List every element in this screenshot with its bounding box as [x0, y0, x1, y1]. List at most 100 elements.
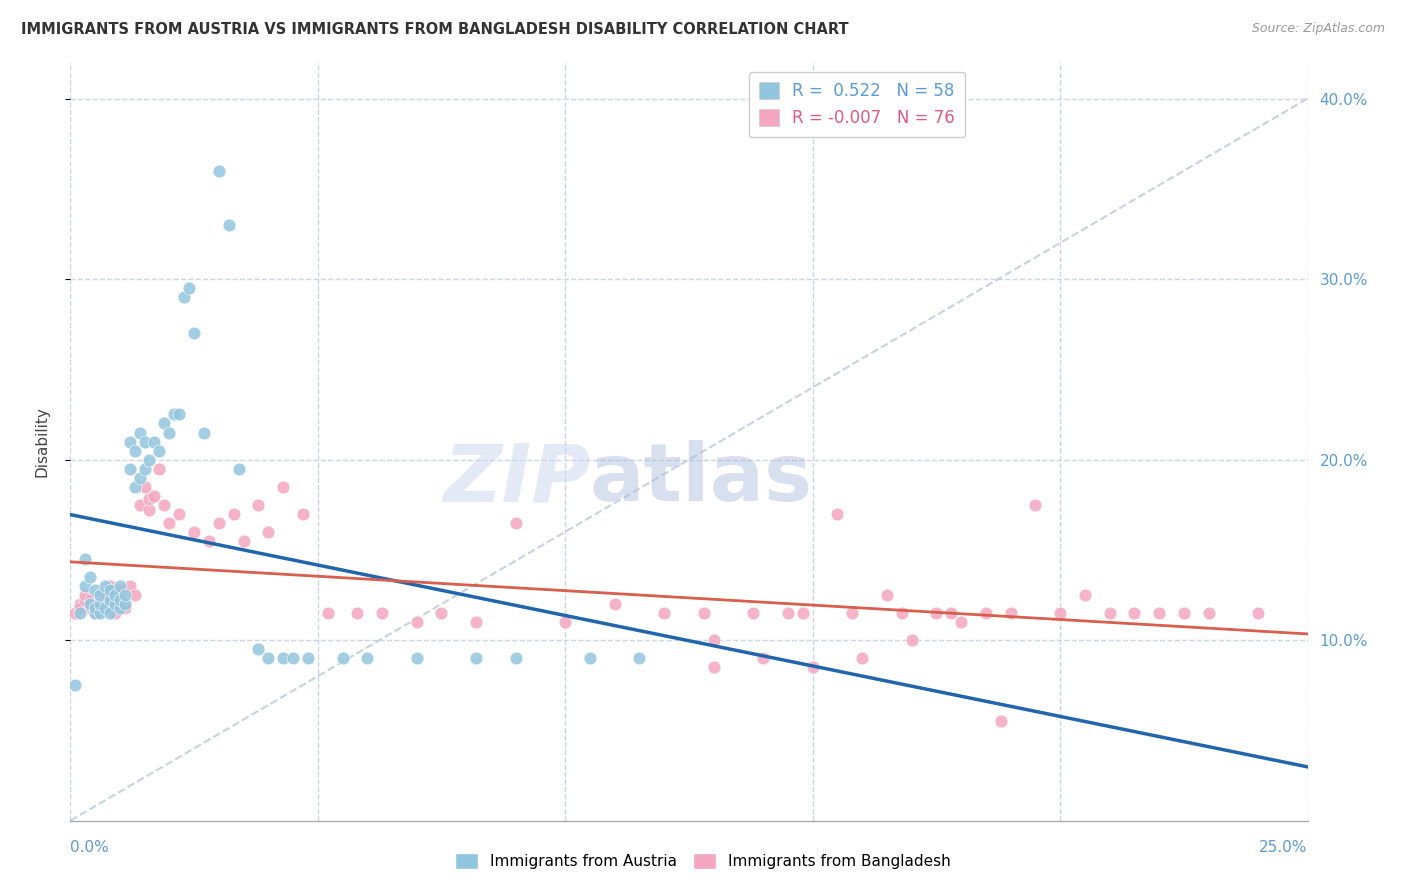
- Point: [89, 597, 111, 611]
- Point: [208, 163, 231, 178]
- Text: atlas: atlas: [591, 441, 813, 518]
- Point: [950, 615, 973, 629]
- Point: [104, 597, 127, 611]
- Point: [218, 218, 240, 232]
- Point: [69, 600, 91, 615]
- Point: [138, 452, 160, 467]
- Point: [84, 582, 107, 597]
- Point: [84, 600, 107, 615]
- Point: [84, 606, 107, 620]
- Point: [1024, 498, 1046, 512]
- Point: [134, 461, 156, 475]
- Point: [69, 606, 91, 620]
- Point: [405, 615, 427, 629]
- Point: [118, 434, 141, 449]
- Point: [157, 425, 180, 440]
- Point: [75, 579, 97, 593]
- Point: [1074, 588, 1097, 602]
- Point: [271, 480, 294, 494]
- Point: [505, 516, 527, 530]
- Point: [167, 408, 190, 422]
- Point: [297, 651, 319, 665]
- Point: [138, 503, 160, 517]
- Point: [65, 606, 87, 620]
- Point: [167, 507, 190, 521]
- Point: [876, 588, 898, 602]
- Point: [257, 524, 280, 539]
- Point: [703, 660, 725, 674]
- Point: [505, 651, 527, 665]
- Point: [792, 606, 814, 620]
- Legend: Immigrants from Austria, Immigrants from Bangladesh: Immigrants from Austria, Immigrants from…: [450, 847, 956, 875]
- Point: [75, 593, 97, 607]
- Point: [163, 408, 186, 422]
- Point: [98, 582, 121, 597]
- Point: [84, 606, 107, 620]
- Point: [652, 606, 675, 620]
- Point: [603, 597, 626, 611]
- Point: [134, 480, 156, 494]
- Text: 25.0%: 25.0%: [1260, 839, 1308, 855]
- Point: [153, 498, 176, 512]
- Point: [247, 642, 270, 657]
- Point: [79, 570, 101, 584]
- Point: [75, 552, 97, 566]
- Point: [108, 600, 131, 615]
- Text: Source: ZipAtlas.com: Source: ZipAtlas.com: [1251, 22, 1385, 36]
- Point: [128, 470, 150, 484]
- Point: [316, 606, 339, 620]
- Point: [890, 606, 912, 620]
- Point: [193, 425, 215, 440]
- Point: [1098, 606, 1121, 620]
- Point: [371, 606, 394, 620]
- Point: [143, 434, 166, 449]
- Point: [108, 579, 131, 593]
- Text: 0.0%: 0.0%: [70, 839, 110, 855]
- Point: [118, 579, 141, 593]
- Point: [89, 588, 111, 602]
- Point: [1173, 606, 1195, 620]
- Point: [98, 593, 121, 607]
- Point: [900, 633, 922, 648]
- Point: [693, 606, 716, 620]
- Point: [430, 606, 453, 620]
- Point: [65, 678, 87, 692]
- Point: [827, 507, 849, 521]
- Point: [1198, 606, 1220, 620]
- Point: [134, 434, 156, 449]
- Point: [841, 606, 863, 620]
- Point: [108, 593, 131, 607]
- Point: [143, 489, 166, 503]
- Point: [75, 588, 97, 602]
- Point: [990, 714, 1012, 729]
- Point: [98, 597, 121, 611]
- Point: [108, 593, 131, 607]
- Point: [114, 600, 136, 615]
- Point: [124, 480, 146, 494]
- Point: [98, 606, 121, 620]
- Point: [346, 606, 368, 620]
- Point: [925, 606, 948, 620]
- Point: [69, 597, 91, 611]
- Point: [124, 588, 146, 602]
- Point: [222, 507, 245, 521]
- Point: [124, 443, 146, 458]
- Point: [291, 507, 314, 521]
- Point: [1247, 606, 1270, 620]
- Point: [198, 533, 221, 548]
- Point: [79, 593, 101, 607]
- Point: [173, 290, 195, 304]
- Point: [89, 600, 111, 615]
- Point: [1049, 606, 1071, 620]
- Text: IMMIGRANTS FROM AUSTRIA VS IMMIGRANTS FROM BANGLADESH DISABILITY CORRELATION CHA: IMMIGRANTS FROM AUSTRIA VS IMMIGRANTS FR…: [21, 22, 849, 37]
- Point: [79, 597, 101, 611]
- Legend: R =  0.522   N = 58, R = -0.007   N = 76: R = 0.522 N = 58, R = -0.007 N = 76: [749, 72, 965, 137]
- Point: [108, 582, 131, 597]
- Point: [974, 606, 997, 620]
- Point: [628, 651, 651, 665]
- Point: [104, 588, 127, 602]
- Point: [941, 606, 963, 620]
- Point: [271, 651, 294, 665]
- Point: [405, 651, 427, 665]
- Point: [776, 606, 799, 620]
